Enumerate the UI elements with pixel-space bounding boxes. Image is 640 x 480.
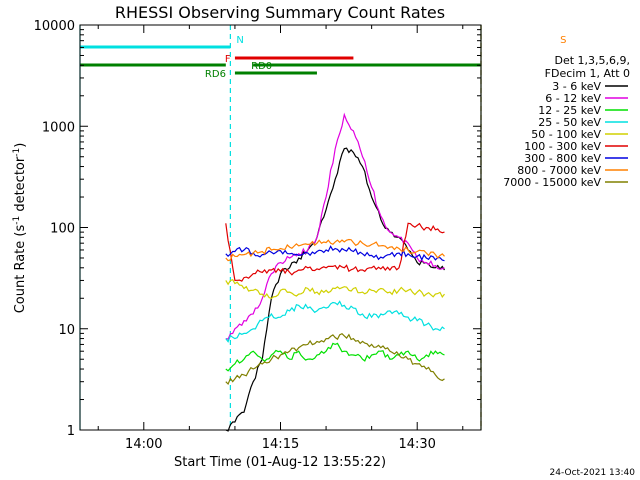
series-line — [225, 112, 445, 340]
flag-label-rd0: RD0 — [251, 61, 272, 72]
series-line — [225, 332, 445, 386]
series-line — [225, 245, 445, 262]
timestamp: 24-Oct-2021 13:40 — [550, 468, 636, 478]
legend-entry-label: 12 - 25 keV — [538, 104, 601, 117]
y-tick-label: 100 — [50, 222, 75, 237]
legend-entry-label: 300 - 800 keV — [524, 152, 601, 165]
series-line — [225, 222, 445, 282]
y-axis-label-sup2: -1 — [12, 148, 22, 157]
x-tick-label: 14:30 — [398, 437, 435, 452]
x-tick-label: 14:15 — [262, 437, 299, 452]
legend-entry-label: 3 - 6 keV — [552, 80, 601, 93]
flag-bars: N S F RD0 RD6 — [80, 35, 566, 80]
y-tick-label: 10 — [58, 323, 75, 338]
legend-entry-label: 25 - 50 keV — [538, 116, 601, 129]
y-axis-label: Count Rate (s-1 detector-1) — [12, 143, 28, 314]
flag-label-n: N — [236, 35, 243, 46]
legend-header-line-2: FDecim 1, Att 0 — [545, 67, 630, 80]
legend-entry-label: 50 - 100 keV — [531, 128, 601, 141]
flag-label-f: F — [225, 54, 231, 65]
legend-entry-label: 6 - 12 keV — [545, 92, 601, 105]
chart-title: RHESSI Observing Summary Count Rates — [115, 3, 445, 22]
y-tick-label: 1000 — [42, 120, 75, 135]
energy-band-series — [225, 112, 446, 432]
x-axis-label: Start Time (01-Aug-12 13:55:22) — [174, 455, 386, 470]
series-line — [225, 238, 445, 262]
series-line — [225, 342, 445, 372]
y-axis-label-sup1: -1 — [12, 216, 22, 225]
series-line — [225, 300, 445, 343]
y-axis-label-end: ) — [13, 143, 28, 148]
legend-header-line-1: Det 1,3,5,6,9, — [554, 54, 630, 67]
axes: 14:00 14:15 14:30 1 10 100 1000 10000 — [34, 19, 481, 452]
legend-entry-label: 7000 - 15000 keV — [503, 176, 601, 189]
series-line — [225, 278, 445, 299]
y-axis-label-mid: detector — [13, 156, 28, 216]
y-tick-label: 1 — [67, 424, 75, 439]
legend-entry-label: 800 - 7000 keV — [517, 164, 601, 177]
flag-label-rd6: RD6 — [205, 69, 226, 80]
flag-label-s: S — [560, 35, 566, 46]
legend: Det 1,3,5,6,9, FDecim 1, Att 0 3 - 6 keV… — [503, 54, 630, 189]
y-axis-label-main: Count Rate (s — [13, 225, 28, 314]
x-tick-label: 14:00 — [125, 437, 162, 452]
legend-entry-label: 100 - 300 keV — [524, 140, 601, 153]
y-tick-label: 10000 — [34, 19, 75, 34]
